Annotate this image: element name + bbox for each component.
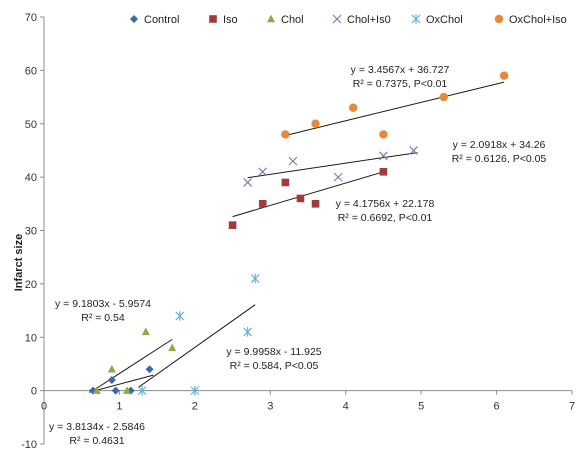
point-oxchol-iso: [499, 71, 509, 80]
annotation-line: y = 3.4567x + 36.727: [351, 64, 450, 76]
point-iso: [296, 194, 305, 203]
point-chol-is0: [288, 156, 298, 166]
annotation-line: y = 9.9958x - 11.925: [226, 346, 321, 358]
trendline-chol-is0: [247, 152, 418, 179]
regression-annotation: y = 3.8134x - 2.5846 R² = 0.4631: [49, 421, 145, 447]
legend-marker-control: [130, 15, 138, 23]
legend-item-oxchol: OxChol: [411, 14, 463, 26]
annotation-line: R² = 0.7375, P<0.01: [353, 78, 448, 90]
point-chol-is0: [379, 151, 388, 161]
legend-marker-chol: [267, 14, 275, 23]
point-iso: [228, 221, 237, 229]
annotation-line: R² = 0.584, P<0.05: [230, 360, 319, 372]
point-oxchol: [250, 273, 260, 284]
trendline-control: [89, 374, 154, 393]
y-tick-label: 50: [25, 119, 37, 131]
legend-marker-chol-is0: [332, 14, 342, 24]
y-axis-label: Infarct size: [13, 234, 25, 291]
y-tick-label: 10: [25, 332, 37, 344]
point-iso: [258, 200, 267, 208]
trendline-oxchol-iso: [285, 81, 505, 136]
annotation-line: R² = 0.6126, P<0.05: [452, 153, 547, 165]
regression-annotation: y = 4.1756x + 22.178 R² = 0.6692, P<0.01: [336, 198, 435, 224]
point-iso: [311, 200, 320, 208]
point-oxchol: [243, 327, 253, 337]
trendline-chol: [92, 338, 173, 392]
point-oxchol-iso: [349, 103, 358, 112]
point-oxchol-iso: [281, 130, 290, 139]
y-tick-label: 40: [25, 172, 37, 184]
legend-marker-iso: [209, 15, 217, 23]
annotation-line: y = 4.1756x + 22.178: [336, 198, 435, 210]
point-chol: [122, 386, 131, 394]
regression-annotation: y = 2.0918x + 34.26 R² = 0.6126, P<0.05: [452, 139, 547, 165]
point-chol-is0: [409, 146, 419, 155]
trendlines: [89, 81, 505, 393]
x-tick-label: 7: [569, 401, 575, 413]
legend-item-iso: Iso: [209, 14, 238, 26]
annotation-line: y = 9.1803x - 5.9574: [55, 298, 151, 310]
legend-item-control: Control: [130, 14, 179, 26]
y-tick-label: 20: [25, 279, 37, 291]
point-chol: [168, 343, 177, 352]
point-oxchol: [175, 311, 185, 321]
x-tick-label: 0: [41, 401, 47, 413]
point-chol-is0: [243, 178, 253, 187]
point-oxchol: [137, 385, 147, 396]
regression-annotation: y = 3.4567x + 36.727 R² = 0.7375, P<0.01: [351, 64, 450, 90]
x-tick-label: 2: [192, 401, 198, 413]
annotation-line: y = 3.8134x - 2.5846: [49, 421, 145, 433]
point-chol: [107, 364, 116, 373]
trendline-oxchol: [137, 304, 256, 388]
point-control: [107, 375, 116, 384]
legend-item-chol-is0: Chol+Is0: [332, 14, 391, 26]
legend-item-oxchol-iso: OxChol+Iso: [494, 14, 567, 26]
trendline-iso: [232, 171, 384, 218]
point-control: [145, 365, 154, 374]
y-tick-label: 60: [25, 65, 37, 77]
point-oxchol-iso: [439, 92, 448, 102]
point-chol: [141, 327, 150, 336]
annotation-line: R² = 0.54: [81, 312, 125, 324]
point-oxchol-iso: [311, 119, 320, 128]
point-oxchol: [190, 385, 200, 396]
y-tick-label: 0: [31, 386, 37, 398]
annotation-line: R² = 0.4631: [69, 435, 124, 447]
legend-label-oxchol-iso: OxChol+Iso: [509, 14, 567, 26]
y-tick-label: -10: [21, 439, 37, 450]
legend-label-chol-is0: Chol+Is0: [347, 14, 391, 26]
legend-label-iso: Iso: [223, 14, 238, 26]
x-tick-label: 1: [116, 401, 122, 413]
data-points: [89, 71, 509, 396]
legend-marker-oxchol: [411, 14, 421, 24]
y-tick-label: 70: [25, 12, 37, 24]
legend-item-chol: Chol: [267, 14, 304, 26]
point-oxchol-iso: [379, 130, 388, 139]
regression-annotation: y = 9.1803x - 5.9574 R² = 0.54: [55, 298, 151, 324]
x-tick-label: 6: [494, 401, 500, 413]
point-chol-is0: [333, 172, 343, 182]
regression-annotation: y = 9.9958x - 11.925 R² = 0.584, P<0.05: [226, 346, 321, 372]
legend: Control Iso Chol Chol+Is0 OxChol OxChol+Iso: [130, 14, 567, 26]
point-chol: [92, 386, 101, 394]
legend-label-chol: Chol: [281, 14, 304, 26]
annotation-line: R² = 0.6692, P<0.01: [338, 212, 433, 224]
point-iso: [379, 167, 388, 176]
legend-label-control: Control: [144, 14, 179, 26]
point-control: [111, 386, 120, 395]
point-iso: [281, 178, 290, 187]
x-tick-label: 3: [267, 401, 273, 413]
point-chol-is0: [258, 167, 268, 177]
y-tick-label: 30: [25, 226, 37, 238]
legend-marker-oxchol-iso: [494, 14, 504, 24]
legend-label-oxchol: OxChol: [426, 14, 463, 26]
annotation-line: y = 2.0918x + 34.26: [453, 139, 546, 151]
x-tick-label: 5: [418, 401, 424, 413]
x-tick-label: 4: [343, 401, 349, 413]
